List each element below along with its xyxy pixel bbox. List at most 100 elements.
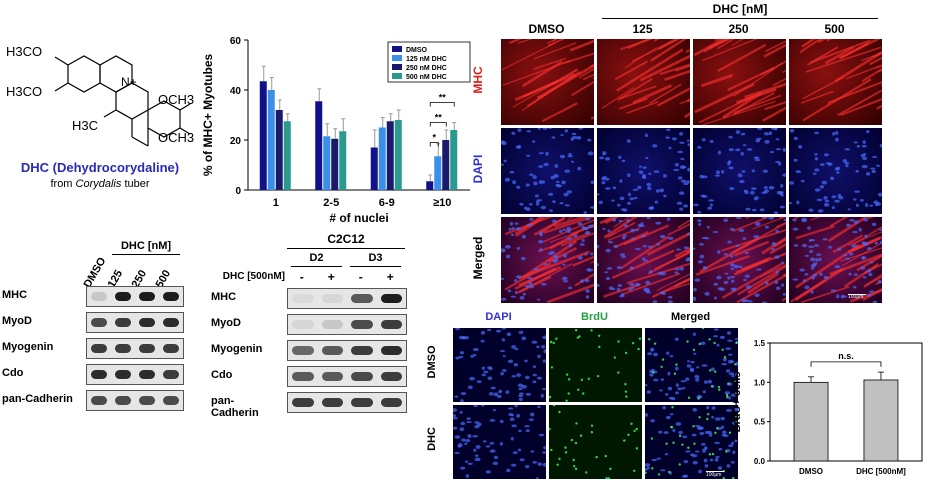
brdu-nucleus (623, 439, 626, 442)
micro-column-label: DMSO (528, 22, 565, 36)
nucleus (860, 266, 866, 270)
myotube-fiber (569, 33, 612, 52)
nucleus (723, 218, 729, 223)
x-tick-label: 6-9 (379, 197, 395, 209)
nucleus (553, 258, 559, 262)
micrograph (788, 9, 936, 126)
nucleus (466, 421, 472, 424)
myotube-fiber (772, 70, 802, 87)
nucleus (848, 272, 852, 276)
brdu-nucleus (651, 467, 654, 470)
nucleus (762, 169, 768, 173)
nucleus (524, 206, 528, 210)
brdu-nucleus (692, 425, 695, 428)
x-axis-label: # of nuclei (329, 211, 388, 225)
brdu-nucleus (582, 392, 585, 395)
brdu-nucleus (732, 476, 735, 480)
nucleus (460, 466, 466, 470)
nucleus (500, 248, 506, 253)
myotube-fiber (790, 279, 826, 303)
nucleus (675, 383, 679, 388)
nucleus (644, 133, 648, 138)
blot-band (139, 292, 155, 301)
nucleus (461, 335, 467, 340)
nucleus (808, 208, 814, 212)
nucleus (509, 171, 515, 174)
nucleus (692, 296, 697, 300)
blot-band (380, 398, 402, 407)
blot-band (321, 320, 343, 329)
nucleus (746, 148, 753, 151)
western-blot-dhc-dose: DHC [nM] DMSO 125 250 500 MHC MyoD Myogenin Cdo p… (0, 240, 200, 411)
nucleus (703, 237, 710, 240)
brdu-nucleus (708, 338, 711, 341)
nucleus (782, 173, 788, 177)
myotube-fiber (733, 240, 770, 257)
nucleus (512, 451, 518, 455)
myotube-fiber (727, 66, 775, 91)
myotube-fiber (607, 221, 636, 239)
nucleus (513, 362, 519, 367)
nucleus (525, 375, 530, 380)
nucleus (810, 266, 815, 270)
nucleus (649, 373, 654, 377)
nucleus (532, 175, 537, 180)
nucleus (474, 424, 480, 429)
y-tick-label: 0 (235, 186, 241, 197)
myotube-fiber (701, 34, 766, 62)
nucleus (607, 229, 611, 233)
nucleus (618, 155, 622, 160)
nucleus (830, 176, 835, 181)
nucleus (776, 190, 782, 195)
myotube-fiber (717, 43, 767, 72)
nucleus (870, 167, 876, 170)
myotube-fiber (800, 90, 834, 104)
nucleus (563, 192, 569, 197)
nucleus (696, 366, 700, 369)
nucleus (753, 156, 760, 160)
brdu-nucleus (590, 431, 594, 434)
brdu-nucleus (565, 399, 568, 403)
nucleus (538, 165, 544, 168)
brdu-nucleus (707, 412, 710, 416)
nucleus (725, 347, 732, 350)
nucleus (524, 284, 531, 288)
nucleus (590, 252, 594, 256)
bar (394, 120, 402, 190)
brdu-nucleus (648, 338, 651, 341)
nucleus (559, 202, 564, 205)
nucleus (501, 326, 507, 330)
nucleus (810, 257, 816, 262)
myotube-fiber (536, 63, 597, 100)
nucleus (620, 253, 625, 257)
blot-row (86, 312, 184, 333)
nucleus (675, 366, 679, 371)
blot-band (163, 396, 179, 405)
nucleus (729, 187, 735, 191)
nucleus (673, 168, 680, 172)
nucleus (536, 203, 540, 206)
nucleus (703, 446, 708, 450)
nucleus (452, 426, 458, 430)
nucleus (869, 204, 874, 207)
myotube-fiber (501, 42, 555, 71)
nucleus (725, 408, 732, 412)
y-tick-label: 40 (230, 86, 242, 97)
nucleus (862, 276, 867, 279)
bar (275, 110, 283, 190)
nucleus (793, 136, 798, 140)
nucleus (719, 335, 725, 339)
nucleus (724, 272, 729, 275)
nucleus (659, 188, 665, 193)
nucleus (520, 256, 526, 261)
brdu-nucleus (631, 341, 635, 345)
blot-band (139, 370, 155, 379)
micro-column-label: 250 (728, 22, 749, 36)
nucleus (699, 254, 705, 259)
nucleus (644, 383, 648, 387)
nucleus (789, 128, 795, 133)
nucleus (728, 166, 734, 170)
nucleus (834, 199, 840, 203)
nucleus (695, 424, 701, 427)
blot-band (380, 294, 402, 303)
